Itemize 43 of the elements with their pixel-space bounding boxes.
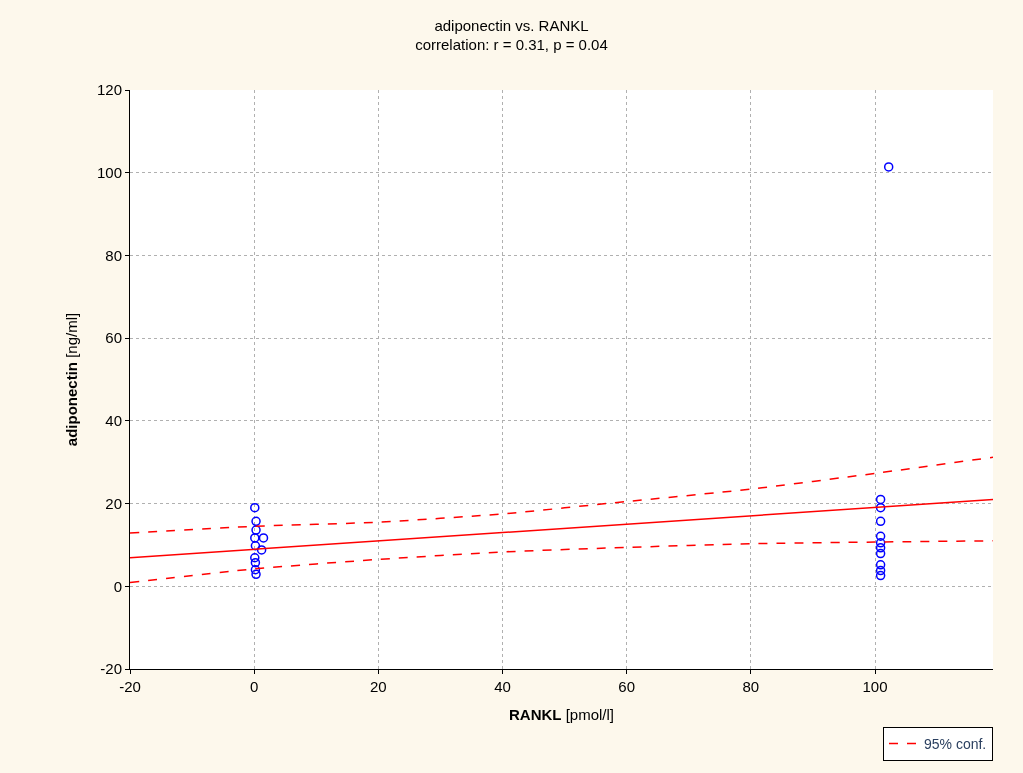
point: [251, 516, 261, 527]
point: [875, 560, 886, 570]
y-tick-label: 20: [105, 494, 122, 512]
x-axis-title: RANKL [pmol/l]: [508, 706, 615, 723]
chart-subtitle: correlation: r = 0.31, p = 0.04: [415, 36, 608, 54]
legend-label: 95% conf.: [924, 735, 987, 752]
point: [875, 570, 886, 581]
point: [875, 548, 886, 559]
y-tick-label: 80: [105, 246, 122, 264]
y-tick-label: 40: [105, 412, 122, 430]
point: [250, 553, 260, 563]
x-tick-label: 100: [862, 678, 888, 695]
x-tick-label: 20: [370, 678, 387, 695]
point: [875, 531, 886, 541]
point: [250, 533, 260, 543]
y-axis-title: adiponectin [ng/ml]: [63, 312, 81, 447]
point: [875, 502, 886, 513]
point: [250, 502, 260, 513]
point: [875, 494, 886, 505]
point: [875, 543, 886, 553]
point: [256, 545, 267, 555]
point: [250, 541, 261, 551]
y-tick-label: 60: [105, 329, 122, 347]
y-tick-label: 120: [96, 81, 122, 99]
x-tick-label: 60: [618, 678, 636, 695]
point: [875, 516, 886, 527]
x-tick-label: 0: [250, 678, 259, 695]
point: [875, 538, 886, 548]
line-series: [130, 456, 993, 534]
y-tick-label: 0: [113, 577, 122, 595]
point: [250, 557, 261, 568]
point: [258, 533, 269, 543]
y-tick-label: 100: [96, 163, 122, 181]
y-tick-label: -20: [100, 660, 122, 678]
point: [250, 564, 261, 575]
chart-title: adiponectin vs. RANKL: [434, 16, 589, 34]
x-tick-label: -20: [119, 678, 141, 695]
point: [883, 162, 894, 172]
point: [251, 569, 261, 580]
point: [251, 525, 261, 535]
x-tick-label: 40: [494, 678, 511, 695]
x-tick-label: 80: [742, 678, 760, 695]
point: [875, 565, 886, 576]
